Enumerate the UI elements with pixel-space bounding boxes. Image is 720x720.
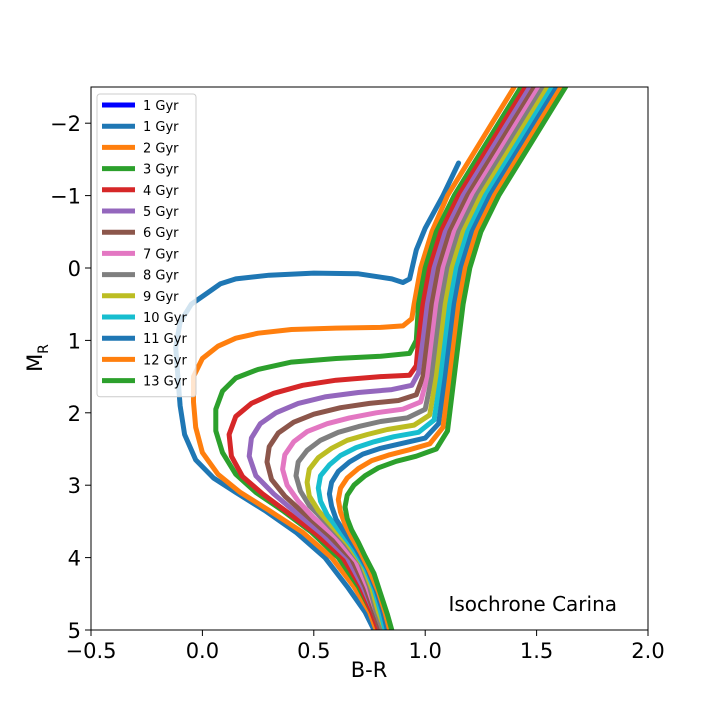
legend: 1 Gyr 1 Gyr 2 Gyr 3 Gyr 4 Gyr 5 Gyr 6 Gyr 7 Gyr…: [96, 93, 197, 398]
series-line-12: [335, 87, 564, 630]
legend-frame: [96, 93, 197, 398]
y-tick-label: 4: [68, 547, 81, 571]
legend-label: 5 Gyr: [143, 205, 179, 220]
x-tick-label: 1.0: [408, 639, 441, 663]
legend-label: 11 Gyr: [143, 332, 187, 347]
x-tick-label: −0.5: [66, 639, 117, 663]
legend-label: 6 Gyr: [143, 226, 179, 241]
x-axis: −0.5 0.0 0.5 1.0 1.5 2.0: [66, 630, 665, 663]
legend-label: 13 Gyr: [143, 375, 187, 390]
y-axis-label-main: M: [23, 354, 47, 372]
y-axis: −2 −1 0 1 2 3 4 5: [50, 112, 91, 643]
y-tick-label: 2: [68, 402, 81, 426]
series-line-5: [246, 87, 533, 630]
x-tick-label: 2.0: [631, 639, 664, 663]
x-axis-label: B-R: [351, 658, 388, 682]
y-axis-label-subscript: R: [36, 344, 52, 354]
legend-label: 4 Gyr: [143, 184, 179, 199]
legend-label: 9 Gyr: [143, 290, 179, 305]
series-line-2: [191, 87, 517, 630]
y-tick-label: 1: [68, 329, 81, 353]
x-tick-label: 1.5: [520, 639, 553, 663]
legend-label: 8 Gyr: [143, 269, 179, 284]
legend-label: 1 Gyr: [143, 120, 179, 135]
plot-frame: [90, 86, 649, 631]
legend-label: 1 Gyr: [143, 99, 179, 114]
y-tick-label: 3: [68, 474, 81, 498]
series-line-6: [264, 87, 537, 630]
y-tick-label: 0: [68, 257, 81, 281]
series-line-13: [342, 87, 569, 630]
legend-label: 2 Gyr: [143, 141, 179, 156]
series-layer: [173, 87, 569, 630]
x-tick-label: 0.0: [186, 639, 219, 663]
legend-label: 7 Gyr: [143, 247, 179, 262]
x-tick-label: 0.5: [297, 639, 330, 663]
legend-label: 10 Gyr: [143, 311, 187, 326]
y-tick-label: −1: [50, 185, 81, 209]
y-tick-label: −2: [50, 112, 81, 136]
chart-annotation: Isochrone Carina: [448, 592, 617, 616]
series-line-7: [280, 87, 542, 630]
series-line-4: [226, 87, 528, 630]
y-tick-label: 5: [68, 619, 81, 643]
y-axis-label: MR: [23, 344, 52, 372]
legend-label: 3 Gyr: [143, 163, 179, 178]
legend-label: 12 Gyr: [143, 353, 187, 368]
